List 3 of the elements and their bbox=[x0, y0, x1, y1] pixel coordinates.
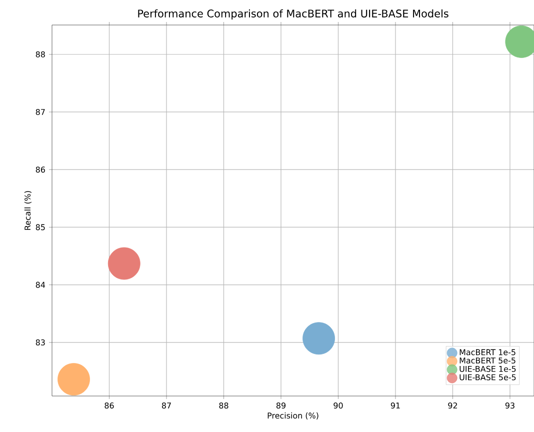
chart-title: Performance Comparison of MacBERT and UIE-BASE Models bbox=[138, 9, 448, 20]
point bbox=[108, 247, 140, 280]
point bbox=[302, 322, 335, 355]
